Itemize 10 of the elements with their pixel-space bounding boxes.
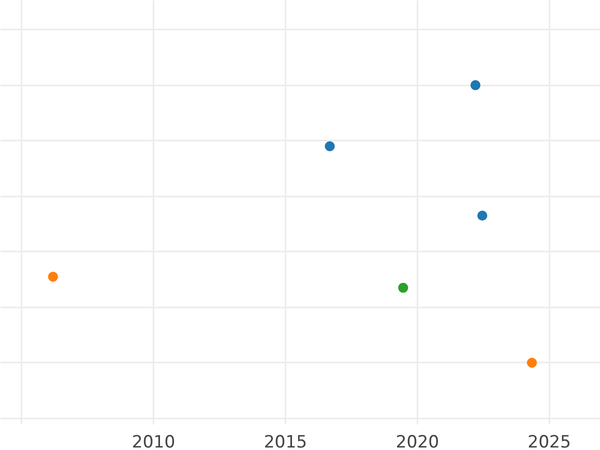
point [324,141,335,152]
x-tick-label: 2010 [132,432,176,450]
point [526,358,537,368]
point [477,210,488,221]
x-tick-label: 2020 [396,432,440,450]
x-tick-label: 2025 [528,432,571,450]
point [48,272,58,282]
point [470,80,480,90]
point [398,282,408,293]
x-tick-label: 2015 [264,432,308,450]
